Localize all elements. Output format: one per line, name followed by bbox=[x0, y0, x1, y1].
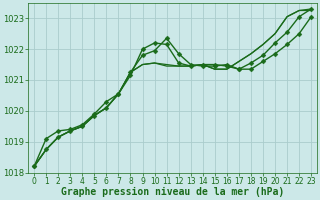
X-axis label: Graphe pression niveau de la mer (hPa): Graphe pression niveau de la mer (hPa) bbox=[61, 187, 284, 197]
